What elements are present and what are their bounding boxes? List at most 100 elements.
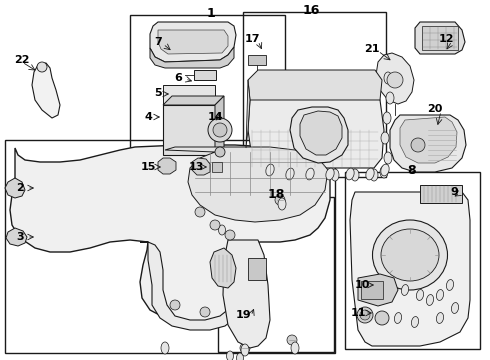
- Polygon shape: [150, 22, 236, 62]
- Ellipse shape: [384, 152, 392, 164]
- Text: 12: 12: [438, 34, 454, 44]
- Text: 6: 6: [174, 73, 182, 83]
- Circle shape: [215, 147, 225, 157]
- Text: 3: 3: [16, 232, 24, 242]
- Polygon shape: [158, 158, 176, 174]
- Circle shape: [387, 72, 403, 88]
- Ellipse shape: [416, 289, 423, 301]
- Bar: [194, 70, 216, 80]
- Bar: [218, 197, 334, 352]
- Text: 17: 17: [244, 34, 260, 44]
- Circle shape: [210, 220, 220, 230]
- Ellipse shape: [370, 169, 378, 181]
- Polygon shape: [358, 274, 398, 306]
- Text: 19: 19: [235, 310, 251, 320]
- Ellipse shape: [161, 342, 169, 354]
- Ellipse shape: [237, 353, 244, 360]
- Polygon shape: [6, 228, 27, 246]
- Text: 7: 7: [154, 37, 162, 47]
- Polygon shape: [390, 115, 466, 172]
- Circle shape: [375, 311, 389, 325]
- Text: 14: 14: [207, 112, 223, 122]
- Ellipse shape: [326, 168, 334, 180]
- Polygon shape: [158, 30, 228, 54]
- Ellipse shape: [241, 344, 249, 356]
- Polygon shape: [10, 145, 330, 322]
- Ellipse shape: [331, 169, 339, 181]
- Text: 9: 9: [450, 187, 458, 197]
- Polygon shape: [5, 178, 25, 198]
- Ellipse shape: [437, 312, 443, 323]
- Text: 10: 10: [354, 280, 369, 290]
- Ellipse shape: [226, 351, 234, 360]
- Polygon shape: [192, 158, 210, 175]
- Circle shape: [275, 195, 285, 205]
- Circle shape: [208, 118, 232, 142]
- Ellipse shape: [380, 166, 388, 178]
- Ellipse shape: [351, 169, 359, 181]
- Bar: [243, 12, 386, 177]
- Ellipse shape: [412, 316, 418, 328]
- Polygon shape: [150, 47, 234, 68]
- Ellipse shape: [451, 302, 459, 314]
- Ellipse shape: [446, 280, 454, 291]
- Polygon shape: [210, 248, 236, 288]
- Circle shape: [225, 230, 235, 240]
- Ellipse shape: [291, 342, 299, 354]
- Ellipse shape: [381, 164, 389, 176]
- Ellipse shape: [346, 168, 354, 180]
- Polygon shape: [165, 147, 328, 222]
- Bar: [422, 26, 458, 50]
- Text: 16: 16: [302, 4, 319, 17]
- Bar: [130, 15, 285, 180]
- Polygon shape: [163, 96, 224, 105]
- Text: 2: 2: [16, 183, 24, 193]
- Circle shape: [213, 123, 227, 137]
- Bar: [248, 55, 266, 65]
- Ellipse shape: [286, 168, 294, 180]
- Text: 21: 21: [364, 44, 380, 54]
- Bar: [163, 105, 215, 155]
- Ellipse shape: [278, 198, 286, 210]
- Polygon shape: [290, 107, 348, 163]
- Polygon shape: [300, 111, 342, 155]
- Circle shape: [200, 307, 210, 317]
- Bar: [361, 281, 383, 299]
- Bar: [345, 172, 480, 349]
- Text: 15: 15: [140, 162, 156, 172]
- Ellipse shape: [366, 168, 374, 180]
- Ellipse shape: [381, 229, 439, 281]
- Polygon shape: [32, 63, 60, 118]
- Bar: [248, 258, 266, 280]
- Polygon shape: [248, 92, 384, 168]
- Bar: [420, 185, 462, 203]
- Ellipse shape: [384, 72, 392, 84]
- Ellipse shape: [401, 284, 409, 296]
- Ellipse shape: [219, 225, 225, 235]
- Polygon shape: [223, 240, 270, 348]
- Bar: [163, 85, 215, 120]
- Text: 18: 18: [268, 188, 285, 201]
- Bar: [5, 140, 335, 353]
- Text: 4: 4: [144, 112, 152, 122]
- Polygon shape: [215, 96, 224, 155]
- Text: 1: 1: [207, 7, 216, 20]
- Polygon shape: [376, 53, 414, 104]
- Ellipse shape: [386, 92, 394, 104]
- Ellipse shape: [394, 312, 402, 323]
- Polygon shape: [248, 70, 382, 100]
- Circle shape: [411, 138, 425, 152]
- Ellipse shape: [437, 289, 443, 301]
- Text: 5: 5: [154, 88, 162, 98]
- Text: 11: 11: [350, 308, 366, 318]
- Text: 8: 8: [408, 164, 416, 177]
- Polygon shape: [400, 117, 457, 163]
- Circle shape: [37, 62, 47, 72]
- Ellipse shape: [306, 168, 314, 180]
- Circle shape: [170, 300, 180, 310]
- Polygon shape: [246, 80, 250, 148]
- Ellipse shape: [381, 132, 389, 144]
- Bar: [212, 162, 222, 172]
- Circle shape: [360, 310, 370, 320]
- Circle shape: [195, 207, 205, 217]
